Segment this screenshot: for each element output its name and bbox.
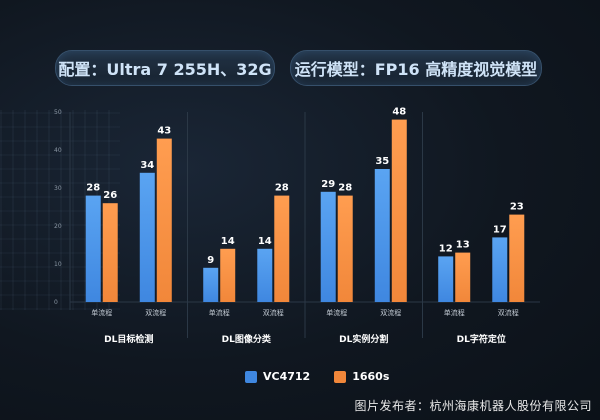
bar-series-2 — [337, 195, 353, 302]
bar-value-label: 14 — [221, 236, 235, 247]
category-label: 单流程 — [91, 308, 112, 317]
image-credit: 图片发布者：杭州海康机器人股份有限公司 — [354, 399, 592, 413]
bar-series-2 — [509, 214, 525, 302]
group-label: DL图像分类 — [222, 333, 272, 345]
legend-swatch-series-1 — [245, 370, 257, 383]
bar-value-label: 26 — [103, 190, 117, 201]
y-tick-label: 20 — [54, 223, 62, 230]
group-label: DL实例分割 — [339, 333, 388, 345]
bar-series-2 — [220, 248, 236, 302]
category-label: 单流程 — [326, 308, 347, 317]
y-tick-label: 10 — [54, 261, 62, 268]
bar-series-2 — [102, 203, 118, 302]
config-label: 配置：Ultra 7 255H、32G — [58, 60, 272, 79]
category-label: 双流程 — [498, 308, 519, 317]
bar-series-2 — [455, 252, 471, 302]
bar-value-label: 28 — [86, 183, 100, 194]
bar-value-label: 14 — [258, 236, 272, 247]
y-tick-label: 30 — [54, 185, 62, 192]
bar-value-label: 9 — [207, 255, 214, 266]
bar-series-1 — [257, 248, 273, 302]
group-label: DL目标检测 — [104, 333, 153, 345]
y-tick-label: 50 — [54, 109, 62, 116]
bar-value-label: 29 — [321, 179, 335, 190]
bar-value-label: 35 — [375, 156, 389, 167]
bar-value-label: 34 — [140, 160, 154, 171]
config-badge: 配置：Ultra 7 255H、32G — [55, 50, 275, 86]
category-label: 单流程 — [444, 308, 465, 317]
bar-series-1 — [438, 256, 454, 302]
bar-series-2 — [156, 138, 172, 302]
chart-legend: VC4712 1660s — [245, 370, 389, 383]
model-badge: 运行模型：FP16 高精度视觉模型 — [290, 50, 542, 86]
model-label: 运行模型：FP16 高精度视觉模型 — [294, 60, 538, 79]
legend-label-series-1: VC4712 — [263, 370, 311, 383]
bar-series-1 — [85, 195, 101, 302]
category-label: 双流程 — [263, 308, 284, 317]
category-label: 双流程 — [380, 308, 401, 317]
y-tick-label: 40 — [54, 147, 62, 154]
bar-value-label: 28 — [338, 183, 352, 194]
bar-series-2 — [274, 195, 290, 302]
bar-value-label: 13 — [456, 240, 470, 251]
bar-series-2 — [391, 119, 407, 302]
legend-swatch-series-2 — [334, 370, 347, 383]
bar-value-label: 17 — [493, 224, 507, 235]
legend-item-series-2: 1660s — [334, 370, 389, 383]
group-label: DL字符定位 — [457, 333, 506, 345]
bar-series-1 — [374, 169, 390, 302]
bar-value-label: 43 — [157, 126, 171, 137]
bar-series-1 — [492, 237, 508, 302]
category-label: 单流程 — [209, 308, 230, 317]
bar-value-label: 12 — [439, 243, 453, 254]
legend-item-series-1: VC4712 — [245, 370, 310, 383]
category-label: 双流程 — [145, 308, 166, 317]
bar-value-label: 28 — [275, 183, 289, 194]
bar-value-label: 23 — [510, 202, 524, 213]
legend-label-series-2: 1660s — [352, 370, 390, 383]
bar-series-1 — [203, 267, 219, 302]
bar-series-1 — [139, 172, 155, 302]
bar-series-1 — [320, 191, 336, 302]
bar-value-label: 48 — [392, 107, 406, 118]
y-tick-label: 0 — [54, 299, 58, 306]
